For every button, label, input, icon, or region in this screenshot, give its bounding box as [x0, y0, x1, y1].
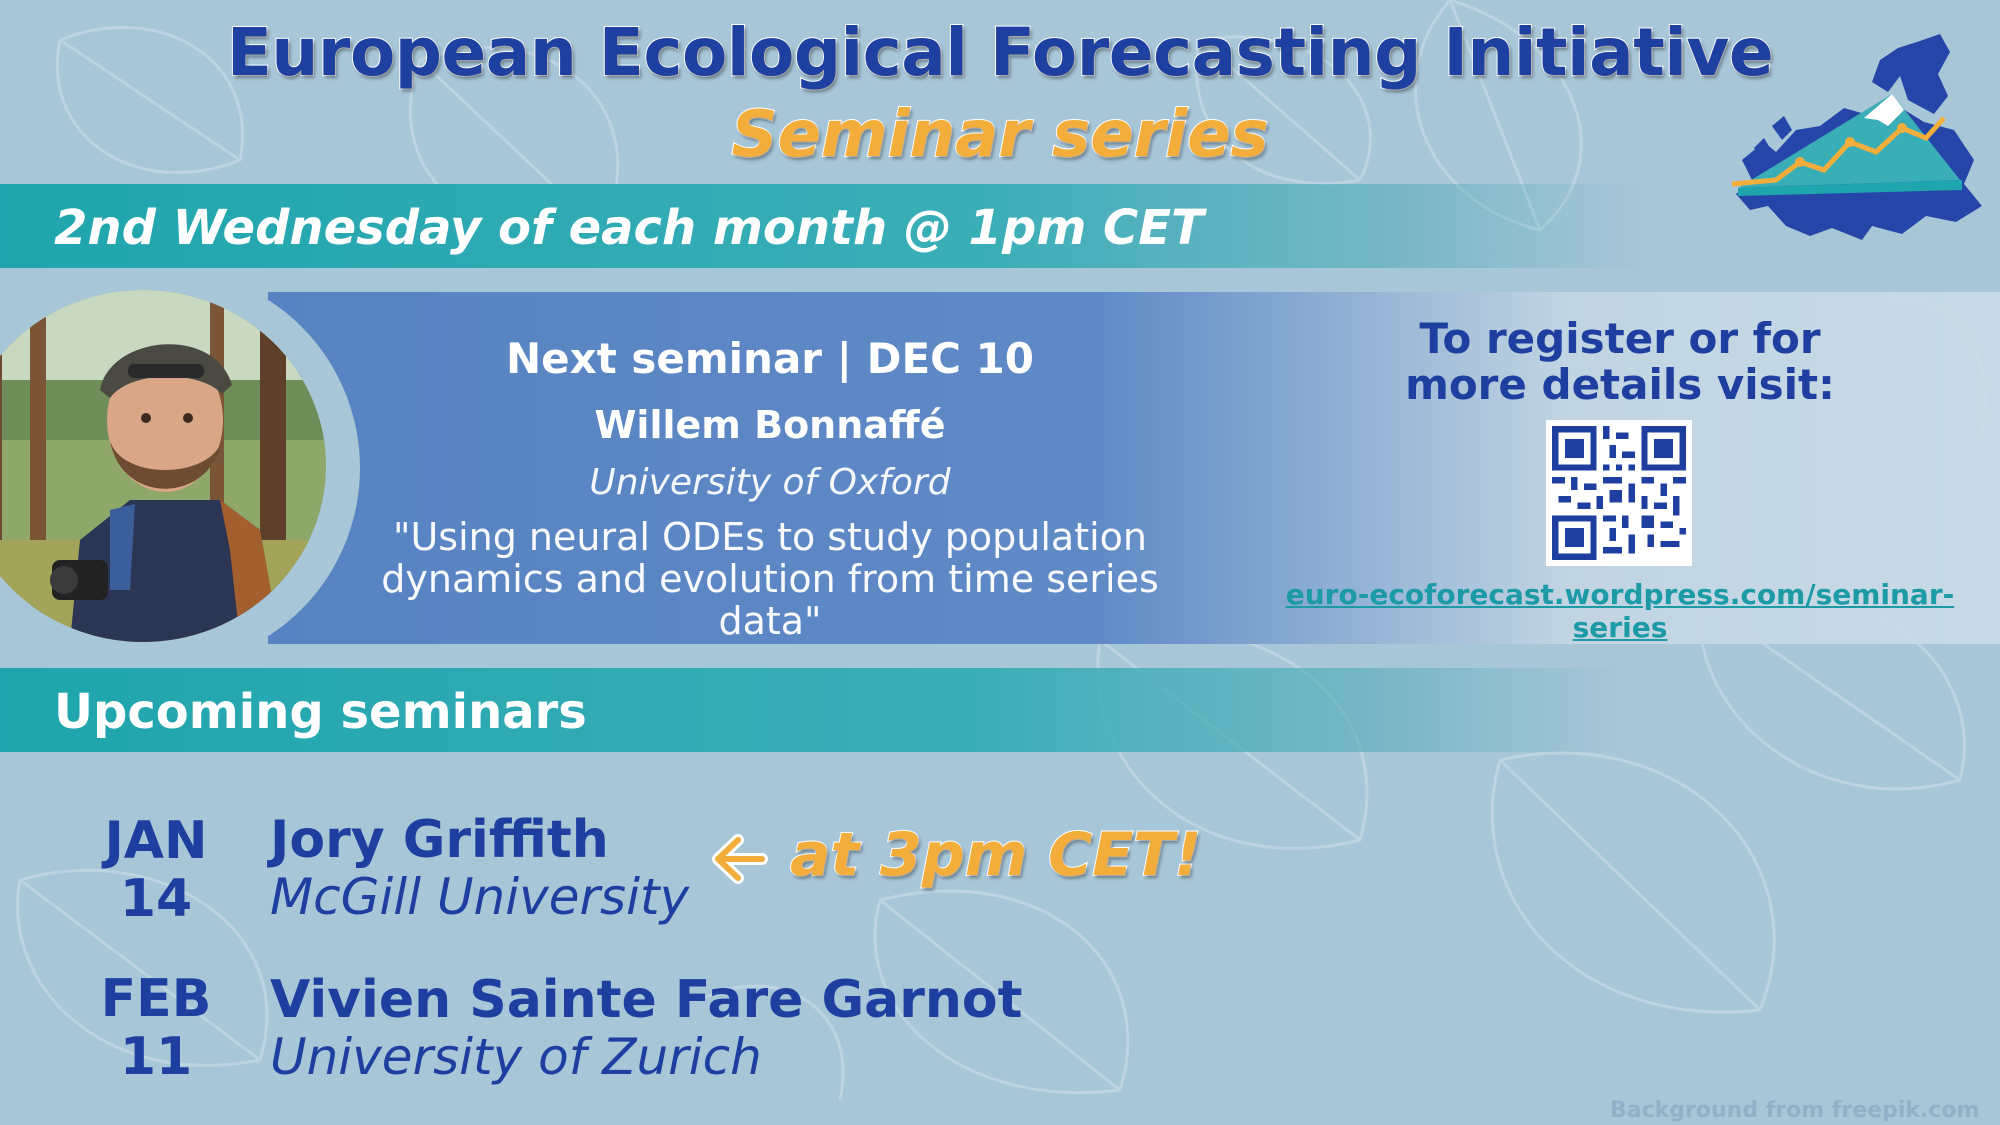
page-subtitle: Seminar series [730, 97, 1269, 173]
date-month: FEB [100, 969, 212, 1029]
arrow-left-icon [712, 834, 768, 884]
time-change-note: at 3pm CET! [789, 819, 1202, 891]
date-month: JAN [104, 811, 208, 871]
background-credit: Background from freepik.com [1610, 1098, 1980, 1123]
europe-map-chart-logo [1731, 34, 1982, 240]
page-title: European Ecological Forecasting Initiati… [226, 13, 1775, 92]
schedule-text: 2nd Wednesday of each month @ 1pm CET [54, 200, 1204, 256]
next-seminar-speaker: Willem Bonnaffé [594, 403, 946, 447]
upcoming-date-jan: JAN 14 [96, 812, 216, 928]
talk-title-line-2: dynamics and evolution from time series … [381, 557, 1159, 643]
register-prompt: To register or for more details visit: [1380, 316, 1860, 408]
qr-code[interactable] [1546, 420, 1692, 566]
date-day: 14 [119, 869, 193, 929]
date-day: 11 [119, 1027, 193, 1087]
upcoming-speaker: Jory Griffith [270, 810, 609, 870]
register-line-1: To register or for [1419, 314, 1821, 363]
upcoming-speaker: Vivien Sainte Fare Garnot [270, 970, 1023, 1030]
schedule-banner: 2nd Wednesday of each month @ 1pm CET [0, 184, 1640, 268]
register-line-2: more details visit: [1405, 360, 1835, 409]
next-seminar-affiliation: University of Oxford [589, 462, 951, 503]
upcoming-affiliation: McGill University [270, 868, 690, 926]
seminar-link[interactable]: euro-ecoforecast.wordpress.com/seminar-s… [1285, 578, 1955, 644]
upcoming-date-feb: FEB 11 [96, 970, 216, 1086]
speaker-photo [0, 290, 326, 642]
upcoming-affiliation: University of Zurich [270, 1028, 762, 1086]
upcoming-banner: Upcoming seminars [0, 668, 1620, 752]
talk-title-line-1: "Using neural ODEs to study population [393, 515, 1147, 559]
upcoming-heading: Upcoming seminars [54, 684, 587, 740]
next-seminar-talk-title: "Using neural ODEs to study population d… [330, 516, 1210, 642]
next-seminar-heading: Next seminar | DEC 10 [505, 334, 1035, 383]
next-seminar-panel [268, 292, 2000, 644]
